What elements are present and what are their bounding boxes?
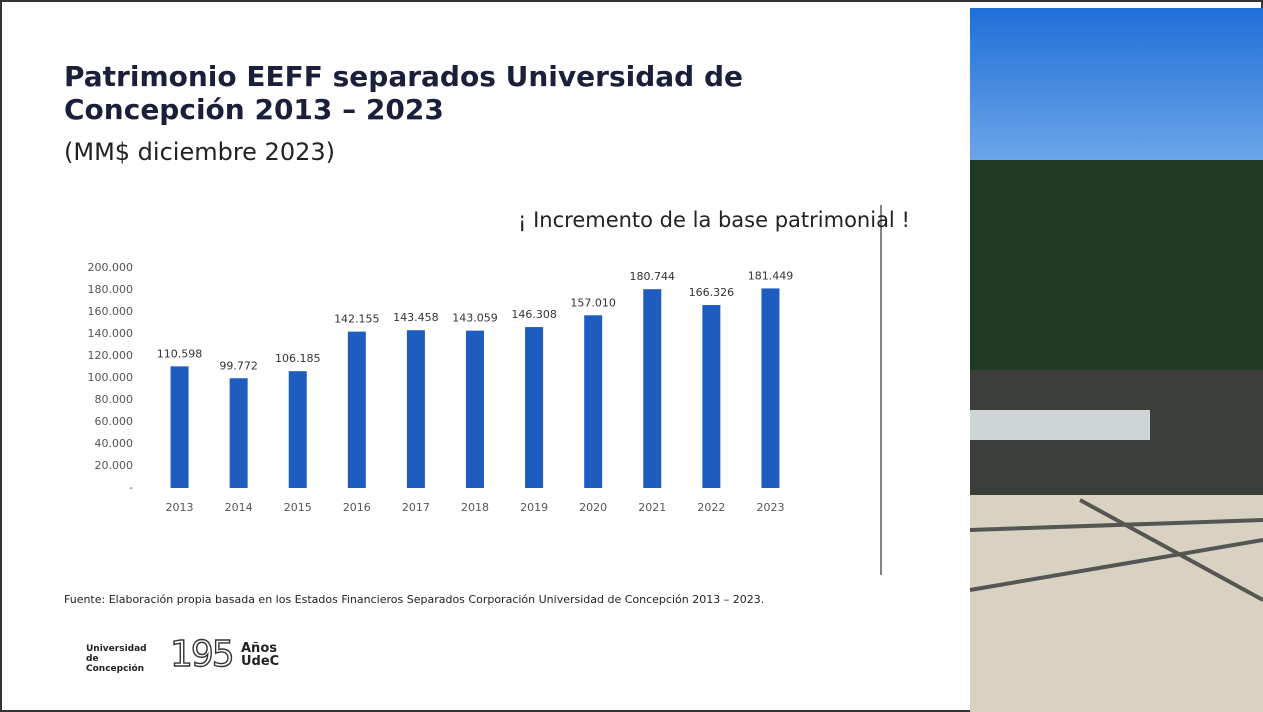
x-tick-label: 2018 [461,501,489,514]
x-tick-label: 2013 [166,501,194,514]
annotation: ¡ Incremento de la base patrimonial ! [518,208,910,232]
x-tick-label: 2022 [697,501,725,514]
logo-udec: UdeC [241,654,280,669]
value-label: 142.155 [334,313,380,326]
value-label: 143.059 [452,312,498,325]
value-label: 181.449 [748,269,794,282]
photo-plaza [970,495,1263,712]
photo-roof [970,410,1150,440]
bar [288,371,307,488]
value-label: 166.326 [689,286,735,299]
y-tick-label: 160.000 [88,305,134,318]
value-label: 143.458 [393,311,439,324]
y-tick-label: 200.000 [88,261,134,274]
photo-trees [970,160,1263,410]
x-tick-label: 2016 [343,501,371,514]
value-label: 99.772 [219,359,258,372]
bar [229,378,248,488]
bar [406,330,425,488]
photo-lines [969,498,1263,602]
bar [761,288,780,488]
bar [170,366,189,488]
bar [347,331,366,488]
source: Fuente: Elaboración propia basada en los… [64,593,765,606]
value-label: 157.010 [570,296,616,309]
value-label: 110.598 [157,347,203,360]
logo-years: Años [241,641,277,656]
bar [643,289,662,488]
x-tick-label: 2021 [638,501,666,514]
bar [466,330,484,488]
y-tick-label: 100.000 [88,371,134,384]
value-label: 180.744 [630,270,676,283]
photo-sky [970,8,1263,168]
y-tick-label: - [129,481,133,494]
x-tick-label: 2014 [225,501,253,514]
y-tick-label: 120.000 [88,349,134,362]
y-tick-label: 20.000 [95,459,134,472]
x-tick-label: 2015 [284,501,312,514]
y-tick-label: 180.000 [88,283,134,296]
x-tick-label: 2020 [579,501,607,514]
y-tick-label: 40.000 [95,437,134,450]
logo-number: 195 [169,633,235,675]
subtitle: (MM$ diciembre 2023) [64,138,335,166]
y-tick-label: 80.000 [95,393,134,406]
value-label: 106.185 [275,352,321,365]
y-tick-label: 60.000 [95,415,134,428]
bar [584,315,603,488]
bar [525,327,544,488]
x-tick-label: 2017 [402,501,430,514]
y-tick-label: 140.000 [88,327,134,340]
logo-text: Años UdeC [241,642,281,668]
value-label: 146.308 [511,308,557,321]
x-tick-label: 2019 [520,501,548,514]
logo-university: Universidad de Concepción [86,644,147,674]
x-tick-label: 2023 [756,501,784,514]
title: Patrimonio EEFF separados Universidad de… [64,60,743,126]
bar [702,305,721,488]
